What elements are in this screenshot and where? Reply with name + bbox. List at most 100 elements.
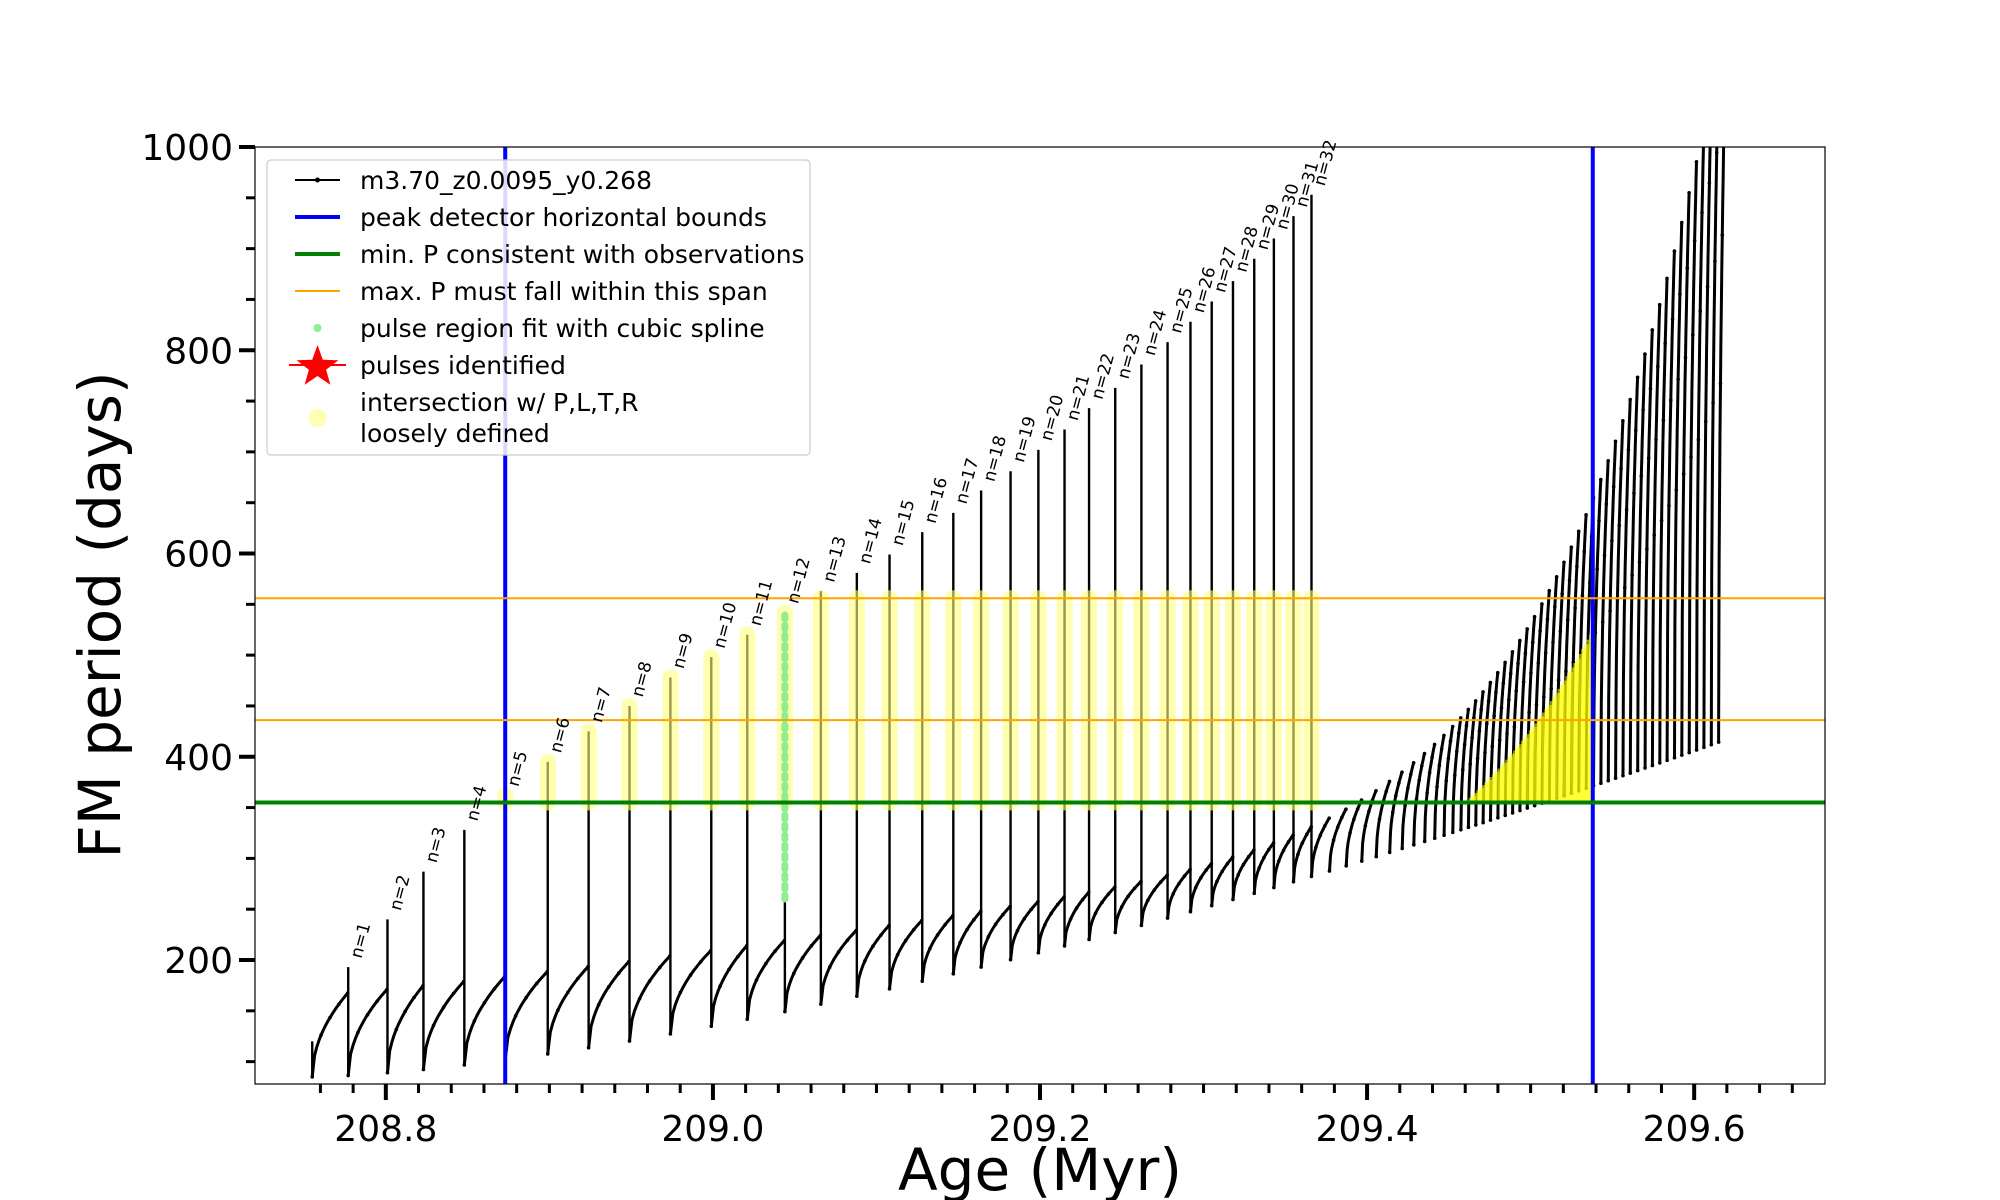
curve-point [1665,758,1669,763]
legend-label: pulse region fit with cubic spline [360,314,765,343]
curve-point [1403,803,1407,808]
curve-point [328,1015,332,1020]
curve-point [1001,912,1005,917]
curve-point [903,938,908,943]
curve-point [1632,491,1636,496]
curve-point [627,1039,632,1043]
curve-point [1411,761,1416,765]
curve-point [1621,773,1625,778]
curve-point [462,1063,467,1067]
curve-point [1481,820,1485,825]
pulse-label: n=7 [587,685,616,725]
curve-point [1477,729,1482,733]
curve-point [1505,731,1509,736]
curve-point [385,1070,390,1075]
curve-point [1521,680,1526,684]
curve-point [688,973,693,977]
curve-point [1656,364,1660,369]
curve-point [1300,841,1305,845]
curve-point [1657,302,1662,307]
curve-point [827,965,832,970]
curve-point [1344,864,1348,868]
curve-point [1340,815,1344,820]
x-tick-label: 209.4 [1316,1109,1419,1150]
curve-point [1567,578,1572,583]
curve-point [1230,855,1235,859]
curve-point [863,959,867,963]
curve-point [596,1002,601,1007]
curve-point [1188,867,1192,872]
curve-point [1556,678,1561,683]
curve-point [1387,850,1392,855]
curve-point [1262,855,1266,860]
pulse-label: n=6 [546,715,575,755]
curve-point [472,1019,477,1023]
curve-point [935,933,940,937]
curve-point [871,944,875,949]
curve-point [1246,854,1251,859]
legend-frame [266,159,811,456]
curve-point [1650,328,1655,332]
curve-point [1606,778,1611,783]
curve-point [920,979,925,984]
curve-point [566,990,570,995]
curve-point [1473,699,1478,703]
curve-point [1462,742,1467,747]
y-tick-label: 400 [164,738,233,779]
curve-point [492,986,497,991]
curve-point [1220,869,1224,874]
curve-point [1696,437,1701,442]
curve-point [1529,670,1533,675]
curve-point [744,944,749,948]
curve-point [1459,827,1463,832]
curve-point [1435,784,1439,789]
curve-point [1452,773,1457,777]
curve-point [1639,474,1644,478]
curve-point [1483,750,1487,755]
curve-point [1446,756,1451,761]
curve-point [993,922,998,927]
curve-point [1165,873,1169,878]
curve-point [928,946,932,951]
curve-point [1466,825,1471,830]
curve-point [1599,781,1603,786]
curve-point [1430,755,1434,760]
curve-point [1132,886,1137,891]
curve-point [1713,259,1717,263]
curve-point [1374,854,1379,859]
curve-point [1367,809,1371,814]
curve-point [1674,488,1679,492]
curve-point [1657,761,1662,765]
curve-point [1068,917,1073,921]
curve-point [1472,716,1476,720]
curve-point [1158,880,1163,884]
pulse-label: n=4 [463,783,492,823]
curve-point [586,1045,591,1050]
curve-point [1613,776,1618,781]
curve-point [1359,859,1364,863]
curve-point [958,940,962,945]
curve-point [1281,848,1286,853]
legend-marker-dot [313,324,322,332]
curve-point [1606,459,1610,463]
curve-point [394,1027,399,1032]
curve-point [1633,428,1638,433]
curve-point [1545,617,1550,621]
curve-point [657,965,662,970]
curve-point [1400,770,1404,774]
curve-point [1672,755,1677,760]
curve-point [1598,477,1603,482]
curve-point [1309,825,1314,829]
curve-point [1481,690,1485,694]
curve-point [1549,686,1553,691]
curve-point [1043,923,1047,927]
y-tick-label: 200 [164,941,233,982]
curve-point [951,972,956,976]
curve-point [1565,618,1570,622]
curve-point [1470,736,1474,740]
pulse-label: n=19 [1009,414,1040,464]
pulse-label: n=18 [980,434,1011,484]
curve-point [1687,190,1691,195]
legend-label: peak detector horizontal bounds [360,203,767,232]
curve-point [1106,892,1111,896]
